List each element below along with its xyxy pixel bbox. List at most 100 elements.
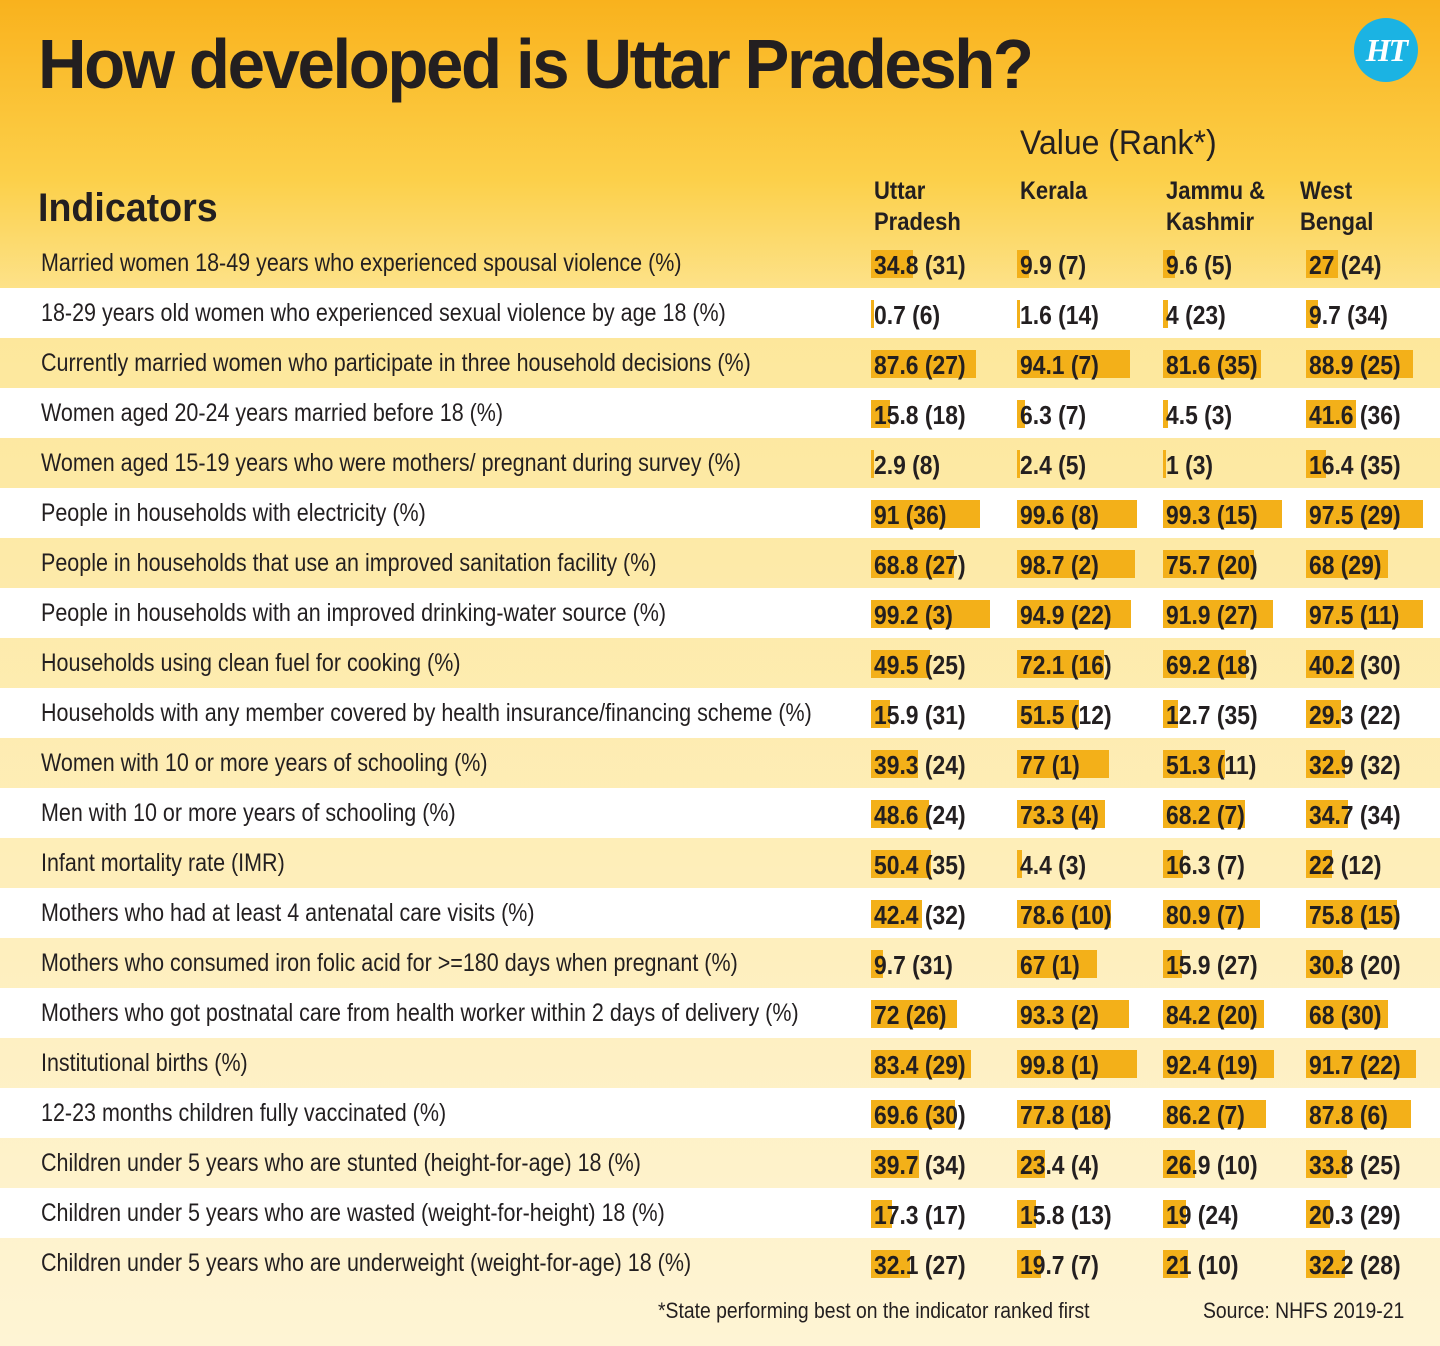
value-cell-west-bengal: 9.7 (34) xyxy=(1306,298,1440,330)
value-rank-text: 2.9 (8) xyxy=(874,450,941,480)
value-bar xyxy=(1017,900,1112,928)
value-rank-text: 99.2 (3) xyxy=(874,600,953,630)
value-cell-jammu-kashmir: 68.2 (7) xyxy=(1163,798,1303,830)
value-bar xyxy=(1017,800,1105,828)
value-bar xyxy=(1017,350,1130,378)
value-bar xyxy=(871,400,890,428)
value-cell-uttar-pradesh: 15.8 (18) xyxy=(871,398,1011,430)
value-cell-uttar-pradesh: 39.3 (24) xyxy=(871,748,1011,780)
value-rank-text: 26.9 (10) xyxy=(1166,1150,1258,1180)
table-row: Mothers who got postnatal care from heal… xyxy=(0,988,1440,1038)
value-rank-text: 1.6 (14) xyxy=(1020,300,1099,330)
value-cell-uttar-pradesh: 48.6 (24) xyxy=(871,798,1011,830)
value-cell-uttar-pradesh: 72 (26) xyxy=(871,998,1011,1030)
value-bar xyxy=(1306,750,1346,778)
value-rank-text: 75.8 (15) xyxy=(1309,900,1401,930)
value-cell-jammu-kashmir: 86.2 (7) xyxy=(1163,1098,1303,1130)
value-cell-uttar-pradesh: 2.9 (8) xyxy=(871,448,1011,480)
value-bar xyxy=(1163,550,1254,578)
value-cell-kerala: 93.3 (2) xyxy=(1017,998,1157,1030)
value-rank-text: 0.7 (6) xyxy=(874,300,941,330)
value-cell-uttar-pradesh: 32.1 (27) xyxy=(871,1248,1011,1280)
value-cell-uttar-pradesh: 99.2 (3) xyxy=(871,598,1011,630)
value-bar xyxy=(1306,450,1326,478)
value-bar xyxy=(1017,450,1020,478)
indicator-label: Children under 5 years who are wasted (w… xyxy=(41,1199,665,1227)
value-bar xyxy=(1306,250,1339,278)
value-cell-kerala: 94.1 (7) xyxy=(1017,348,1157,380)
indicator-label: Mothers who got postnatal care from heal… xyxy=(41,999,799,1027)
page-title: How developed is Uttar Pradesh? xyxy=(38,25,1034,103)
value-cell-kerala: 9.9 (7) xyxy=(1017,248,1157,280)
value-rank-text: 34.7 (34) xyxy=(1309,800,1401,830)
value-bar xyxy=(1017,1250,1041,1278)
value-cell-uttar-pradesh: 17.3 (17) xyxy=(871,1198,1011,1230)
value-rank-text: 22 (12) xyxy=(1309,850,1382,880)
value-bar xyxy=(871,950,883,978)
value-rank-text: 21 (10) xyxy=(1166,1250,1239,1280)
value-rank-text: 9.7 (31) xyxy=(874,950,953,980)
value-rank-text: 20.3 (29) xyxy=(1309,1200,1401,1230)
value-rank-text: 16.3 (7) xyxy=(1166,850,1245,880)
value-cell-uttar-pradesh: 0.7 (6) xyxy=(871,298,1011,330)
value-bar xyxy=(871,1050,972,1078)
value-cell-uttar-pradesh: 49.5 (25) xyxy=(871,648,1011,680)
value-bar xyxy=(1163,1000,1265,1028)
value-bar xyxy=(1163,750,1225,778)
value-rank-text: 87.8 (6) xyxy=(1309,1100,1388,1130)
value-bar xyxy=(1163,850,1183,878)
value-cell-west-bengal: 97.5 (11) xyxy=(1306,598,1440,630)
value-rank-text: 34.8 (31) xyxy=(874,250,966,280)
value-rank-text: 68.2 (7) xyxy=(1166,800,1245,830)
value-rank-text: 93.3 (2) xyxy=(1020,1000,1099,1030)
value-cell-west-bengal: 34.7 (34) xyxy=(1306,798,1440,830)
value-rank-text: 15.9 (31) xyxy=(874,700,966,730)
value-rank-text: 83.4 (29) xyxy=(874,1050,966,1080)
value-bar xyxy=(1163,700,1179,728)
value-rank-text: 99.3 (15) xyxy=(1166,500,1258,530)
value-rank-text: 68.8 (27) xyxy=(874,550,966,580)
value-cell-west-bengal: 68 (30) xyxy=(1306,998,1440,1030)
value-bar xyxy=(871,700,891,728)
value-cell-jammu-kashmir: 4 (23) xyxy=(1163,298,1303,330)
value-rank-text: 4.4 (3) xyxy=(1020,850,1087,880)
value-bar xyxy=(871,1200,892,1228)
value-rank-text: 99.6 (8) xyxy=(1020,500,1099,530)
value-bar xyxy=(1306,850,1333,878)
table-row: Women aged 15-19 years who were mothers/… xyxy=(0,438,1440,488)
value-cell-jammu-kashmir: 75.7 (20) xyxy=(1163,548,1303,580)
value-rank-text: 4.5 (3) xyxy=(1166,400,1233,430)
indicator-label: Children under 5 years who are stunted (… xyxy=(41,1149,641,1177)
value-rank-text: 97.5 (29) xyxy=(1309,500,1401,530)
column-header-kerala: Kerala xyxy=(1020,176,1117,207)
table-row: Women with 10 or more years of schooling… xyxy=(0,738,1440,788)
value-rank-text: 9.7 (34) xyxy=(1309,300,1388,330)
indicator-label: People in households that use an improve… xyxy=(41,549,657,577)
value-cell-jammu-kashmir: 99.3 (15) xyxy=(1163,498,1303,530)
value-cell-jammu-kashmir: 92.4 (19) xyxy=(1163,1048,1303,1080)
value-bar xyxy=(1017,1100,1111,1128)
value-rank-text: 99.8 (1) xyxy=(1020,1050,1099,1080)
value-cell-uttar-pradesh: 50.4 (35) xyxy=(871,848,1011,880)
value-cell-kerala: 73.3 (4) xyxy=(1017,798,1157,830)
value-cell-uttar-pradesh: 42.4 (32) xyxy=(871,898,1011,930)
value-bar xyxy=(871,900,922,928)
value-bar xyxy=(1306,1150,1347,1178)
value-bar xyxy=(1306,400,1356,428)
value-cell-uttar-pradesh: 83.4 (29) xyxy=(871,1048,1011,1080)
value-cell-uttar-pradesh: 91 (36) xyxy=(871,498,1011,530)
value-bar xyxy=(871,1250,910,1278)
value-cell-west-bengal: 33.8 (25) xyxy=(1306,1148,1440,1180)
value-cell-west-bengal: 29.3 (22) xyxy=(1306,698,1440,730)
value-cell-west-bengal: 16.4 (35) xyxy=(1306,448,1440,480)
value-bar xyxy=(871,650,931,678)
table-row: Households using clean fuel for cooking … xyxy=(0,638,1440,688)
indicator-label: Women aged 15-19 years who were mothers/… xyxy=(41,449,741,477)
value-rank-text: 50.4 (35) xyxy=(874,850,966,880)
value-bar xyxy=(1163,300,1168,328)
value-rank-text: 98.7 (2) xyxy=(1020,550,1099,580)
value-cell-jammu-kashmir: 12.7 (35) xyxy=(1163,698,1303,730)
value-rank-text: 69.2 (18) xyxy=(1166,650,1258,680)
value-cell-jammu-kashmir: 80.9 (7) xyxy=(1163,898,1303,930)
